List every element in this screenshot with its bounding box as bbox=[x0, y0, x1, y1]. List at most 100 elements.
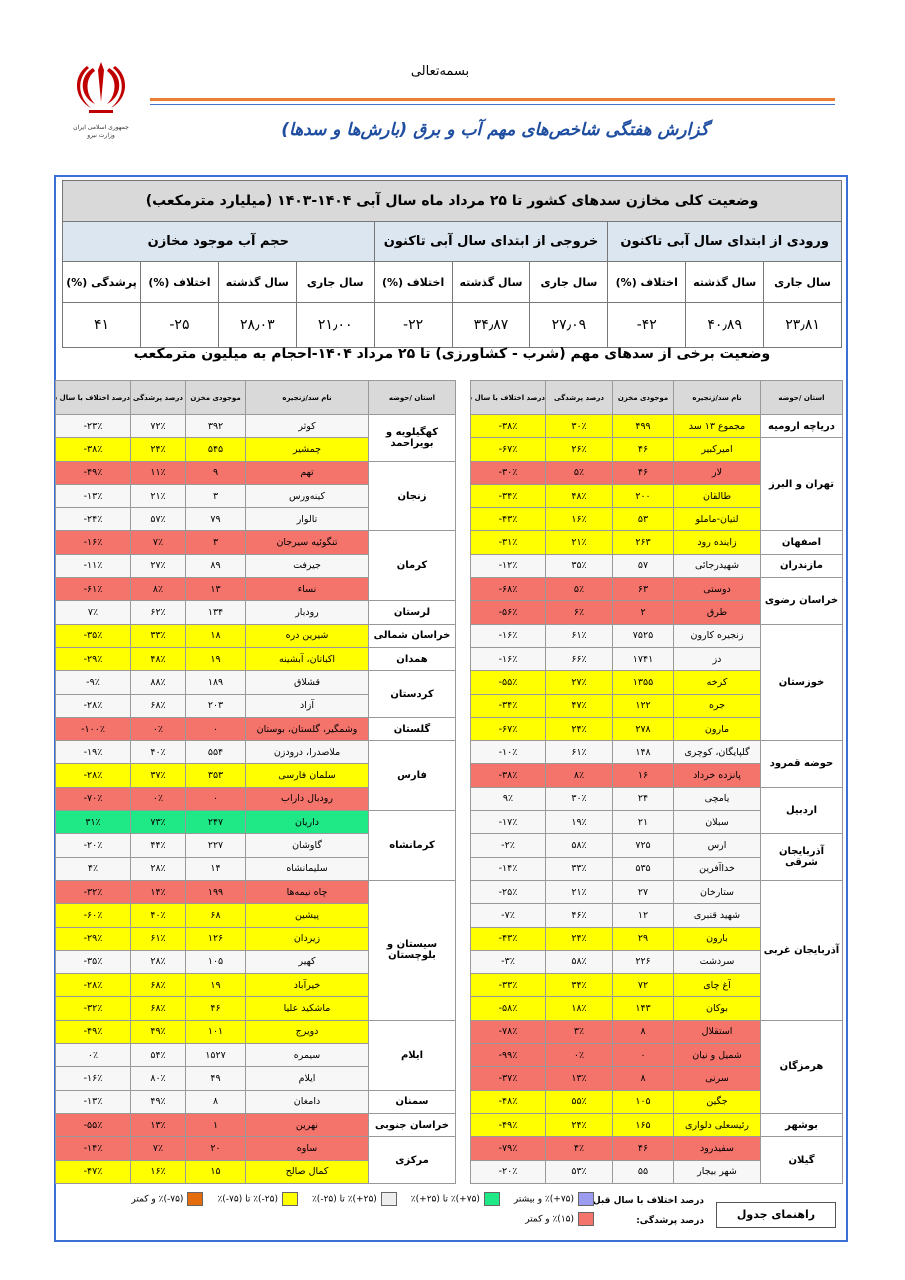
change-cell: -۴۷٪ bbox=[56, 1160, 131, 1183]
logo-line: وزارت نیرو bbox=[66, 132, 136, 140]
change-cell: -۵۵٪ bbox=[56, 1113, 131, 1136]
name-cell: آزاد bbox=[246, 694, 369, 717]
change-cell: -۱۴٪ bbox=[471, 857, 546, 880]
province-cell: گلستان bbox=[369, 717, 456, 740]
storage-cell: ۲۲۶ bbox=[613, 950, 674, 973]
province-cell: هرمزگان bbox=[761, 1020, 843, 1113]
storage-cell: ۶۳ bbox=[613, 578, 674, 601]
storage-cell: ۱۴۸ bbox=[613, 741, 674, 764]
storage-cell: ۹ bbox=[186, 461, 246, 484]
province-cell: خراسان رضوی bbox=[761, 578, 843, 625]
report-title: گزارش هفتگی شاخص‌های مهم آب و برق (بارش‌… bbox=[150, 120, 840, 140]
legend-text: (۷۵+)٪ تا (۲۵+)٪ bbox=[411, 1195, 480, 1205]
fill-cell: ۱۶٪ bbox=[546, 508, 613, 531]
column-header: استان /حوضه bbox=[369, 381, 456, 415]
name-cell: طالقان bbox=[674, 484, 761, 507]
change-cell: -۴۹٪ bbox=[56, 461, 131, 484]
legend-title: راهنمای جدول bbox=[716, 1202, 836, 1228]
change-cell: -۱۷٪ bbox=[471, 811, 546, 834]
fill-cell: ۵۴٪ bbox=[131, 1044, 186, 1067]
name-cell: قشلاق bbox=[246, 671, 369, 694]
fill-cell: ۶۱٪ bbox=[546, 624, 613, 647]
fill-cell: ۶۶٪ bbox=[546, 647, 613, 670]
dam-row: مازندرانشهیدرجائی۵۷۳۵٪-۱۲٪ bbox=[471, 554, 843, 577]
storage-cell: ۴۶ bbox=[186, 997, 246, 1020]
name-cell: کمال صالح bbox=[246, 1160, 369, 1183]
name-cell: پیشین bbox=[246, 904, 369, 927]
dam-row: سیستان و بلوچستانچاه نیمه‌ها۱۹۹۱۴٪-۳۲٪ bbox=[56, 880, 456, 903]
fill-cell: ۳۷٪ bbox=[131, 764, 186, 787]
name-cell: رئیسعلی دلواری bbox=[674, 1113, 761, 1136]
storage-cell: ۱۶ bbox=[613, 764, 674, 787]
storage-cell: ۱۲۲ bbox=[613, 694, 674, 717]
change-cell: -۱۹٪ bbox=[56, 741, 131, 764]
legend-item: (۷۵+)٪ و بیشتر bbox=[514, 1192, 594, 1206]
change-cell: -۷۸٪ bbox=[471, 1020, 546, 1043]
value-cell: ۳۴٫۸۷ bbox=[452, 303, 530, 348]
province-cell: کهگیلویه و بویراحمد bbox=[369, 415, 456, 462]
name-cell: تنگوئیه سیرجان bbox=[246, 531, 369, 554]
dam-row: هرمزگاناستقلال۸۳٪-۷۸٪ bbox=[471, 1020, 843, 1043]
storage-cell: ۴۹۹ bbox=[613, 415, 674, 438]
value-cell: ۴۰٫۸۹ bbox=[686, 303, 764, 348]
change-cell: -۲٪ bbox=[471, 834, 546, 857]
change-cell: ۹٪ bbox=[471, 787, 546, 810]
value-cell: -۲۵ bbox=[140, 303, 218, 348]
storage-cell: ۰ bbox=[613, 1044, 674, 1067]
column-header: نام سد/زنجیره bbox=[246, 381, 369, 415]
name-cell: خداآفرین bbox=[674, 857, 761, 880]
fill-cell: ۳۳٪ bbox=[546, 857, 613, 880]
fill-cell: ۴۹٪ bbox=[131, 1020, 186, 1043]
dam-row: فارسملاصدرا، درودزن۵۵۴۴۰٪-۱۹٪ bbox=[56, 741, 456, 764]
name-cell: شهیدرجائی bbox=[674, 554, 761, 577]
name-cell: مارون bbox=[674, 717, 761, 740]
legend-text: (۷۵+)٪ و بیشتر bbox=[514, 1195, 574, 1205]
name-cell: شمیل و نیان bbox=[674, 1044, 761, 1067]
fill-cell: ۴۸٪ bbox=[131, 647, 186, 670]
change-cell: -۶۷٪ bbox=[471, 438, 546, 461]
column-header: موجودی مخزن bbox=[613, 381, 674, 415]
name-cell: نهرین bbox=[246, 1113, 369, 1136]
storage-cell: ۲۷۸ bbox=[613, 717, 674, 740]
province-cell: سیستان و بلوچستان bbox=[369, 880, 456, 1020]
fill-cell: ۷٪ bbox=[131, 531, 186, 554]
fill-cell: ۲۴٪ bbox=[546, 927, 613, 950]
fill-cell: ۲۷٪ bbox=[546, 671, 613, 694]
name-cell: چمشیر bbox=[246, 438, 369, 461]
province-cell: دریاچه ارومیه bbox=[761, 415, 843, 438]
province-cell: حوضه قمرود bbox=[761, 741, 843, 788]
storage-cell: ۵۵ bbox=[613, 1160, 674, 1183]
name-cell: چاه نیمه‌ها bbox=[246, 880, 369, 903]
dam-row: اردبیلیامچی۲۴۳۰٪۹٪ bbox=[471, 787, 843, 810]
fill-cell: ۲۸٪ bbox=[131, 950, 186, 973]
change-cell: -۹٪ bbox=[56, 671, 131, 694]
fill-cell: ۶۲٪ bbox=[131, 601, 186, 624]
value-cell: ۲۸٫۰۳ bbox=[218, 303, 296, 348]
column-header: درصد اختلاف با سال قبل bbox=[471, 381, 546, 415]
logo-line: جمهوری اسلامی ایران bbox=[66, 124, 136, 132]
fill-cell: ۸۰٪ bbox=[131, 1067, 186, 1090]
storage-cell: ۲۴۷ bbox=[186, 811, 246, 834]
value-cell: -۴۲ bbox=[608, 303, 686, 348]
fill-cell: ۲۷٪ bbox=[131, 554, 186, 577]
change-cell: -۳۸٪ bbox=[471, 415, 546, 438]
column-header: نام سد/زنجیره bbox=[674, 381, 761, 415]
name-cell: شیرین دره bbox=[246, 624, 369, 647]
legend-swatch bbox=[484, 1192, 500, 1206]
fill-cell: ۷٪ bbox=[131, 1137, 186, 1160]
storage-cell: ۱۷۴۱ bbox=[613, 647, 674, 670]
column-header: سال گذشته bbox=[452, 262, 530, 303]
dam-row: خراسان شمالیشیرین دره۱۸۳۳٪-۳۵٪ bbox=[56, 624, 456, 647]
dam-row: حوضه قمرودگلپایگان، کوچری۱۴۸۶۱٪-۱۰٪ bbox=[471, 741, 843, 764]
fill-cell: ۲۸٪ bbox=[131, 857, 186, 880]
name-cell: کوثر bbox=[246, 415, 369, 438]
name-cell: تالوار bbox=[246, 508, 369, 531]
fill-cell: ۸٪ bbox=[546, 764, 613, 787]
fill-cell: ۲۱٪ bbox=[546, 531, 613, 554]
storage-cell: ۷۲ bbox=[613, 974, 674, 997]
change-cell: -۵۶٪ bbox=[471, 601, 546, 624]
change-cell: -۲۵٪ bbox=[471, 880, 546, 903]
province-cell: لرستان bbox=[369, 601, 456, 624]
dams-title: وضعیت برخی از سدهای مهم (شرب - کشاورزی) … bbox=[62, 346, 842, 362]
storage-cell: ۲۱ bbox=[613, 811, 674, 834]
